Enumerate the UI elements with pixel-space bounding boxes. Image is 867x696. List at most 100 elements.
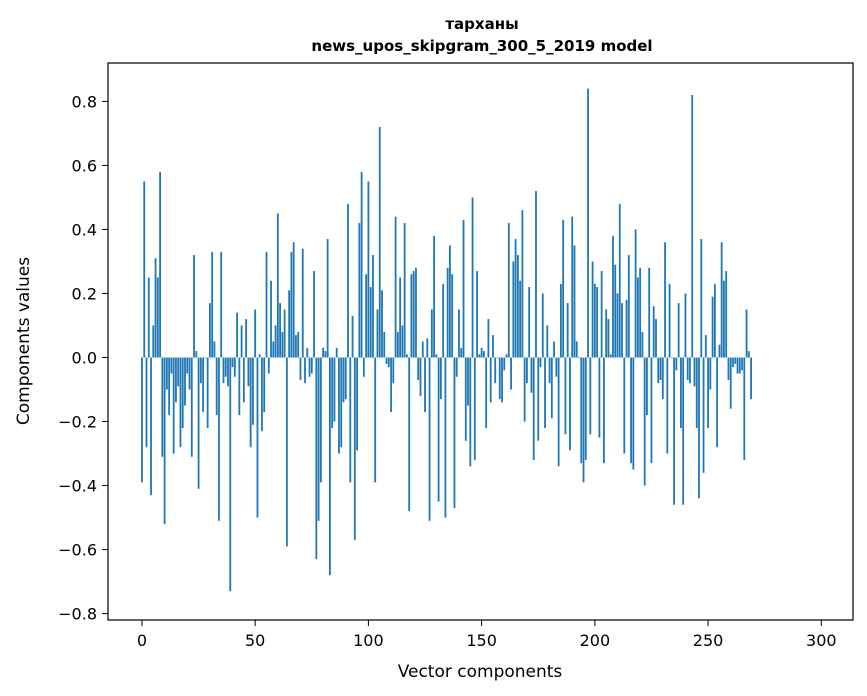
- bar-139: [455, 357, 458, 377]
- bar-199: [591, 261, 594, 358]
- bar-163: [510, 357, 512, 390]
- bar-91: [347, 203, 349, 358]
- bar-256: [720, 242, 723, 358]
- bar-235: [673, 357, 676, 505]
- bar-215: [627, 255, 630, 358]
- bar-222: [643, 357, 646, 486]
- bar-245: [695, 357, 698, 428]
- bar-241: [686, 357, 689, 380]
- bar-258: [725, 271, 728, 358]
- bar-141: [460, 347, 463, 358]
- x-tick-label: 200: [580, 631, 611, 650]
- bar-44: [240, 325, 243, 358]
- bar-228: [657, 357, 660, 384]
- y-tick-label: 0.6: [72, 156, 97, 175]
- bar-207: [609, 354, 612, 358]
- bar-64: [285, 357, 288, 547]
- bar-172: [530, 357, 533, 393]
- bar-111: [392, 357, 395, 384]
- bar-95: [356, 357, 358, 451]
- bar-246: [698, 357, 700, 499]
- bar-38: [227, 357, 229, 387]
- bar-149: [478, 354, 481, 358]
- bar-125: [424, 357, 426, 412]
- bar-223: [646, 357, 648, 416]
- bar-224: [648, 267, 651, 358]
- bar-34: [218, 357, 220, 521]
- y-tick-label: 0.2: [72, 284, 97, 303]
- bar-110: [390, 357, 392, 412]
- bar-105: [378, 127, 381, 358]
- bar-93: [351, 315, 354, 358]
- bar-148: [476, 271, 479, 358]
- bar-257: [723, 280, 725, 358]
- bar-164: [512, 261, 515, 358]
- bar-58: [272, 341, 275, 358]
- bar-210: [616, 293, 619, 358]
- bar-63: [283, 309, 286, 358]
- bar-115: [401, 325, 404, 358]
- bar-184: [557, 357, 560, 467]
- bar-17: [179, 357, 182, 448]
- bar-15: [175, 357, 177, 403]
- bar-112: [394, 216, 397, 358]
- bar-96: [358, 223, 361, 358]
- bar-203: [600, 271, 603, 358]
- y-axis-label: Components values: [14, 257, 34, 425]
- y-tick-label: 0.8: [72, 92, 97, 111]
- bar-21: [188, 357, 191, 390]
- bar-130: [435, 354, 438, 358]
- bar-157: [496, 357, 499, 359]
- bar-6: [154, 258, 157, 358]
- bar-192: [575, 341, 578, 358]
- bar-99: [365, 274, 368, 358]
- bar-214: [625, 299, 628, 358]
- bar-216: [630, 357, 632, 464]
- bar-41: [233, 357, 236, 377]
- bar-124: [421, 341, 424, 358]
- bar-189: [569, 357, 571, 451]
- bar-183: [555, 357, 558, 377]
- bar-212: [621, 303, 623, 358]
- bar-136: [449, 245, 451, 358]
- bar-225: [650, 357, 653, 464]
- bar-252: [711, 296, 714, 358]
- x-axis-ticks: 0 50 100 150 200 250 300: [137, 620, 837, 650]
- chart-title: тарханы: [445, 15, 518, 33]
- bar-13: [170, 357, 173, 374]
- bar-3: [147, 277, 150, 358]
- bar-142: [462, 219, 465, 358]
- bar-5: [152, 325, 155, 358]
- bar-217: [632, 357, 635, 470]
- bar-155: [492, 335, 494, 358]
- bar-251: [709, 357, 712, 390]
- bar-43: [238, 357, 241, 416]
- bar-107: [383, 331, 386, 358]
- x-tick-label: 250: [693, 631, 724, 650]
- bar-83: [329, 357, 331, 576]
- bar-87: [338, 357, 340, 454]
- bar-261: [732, 357, 734, 368]
- bar-67: [292, 242, 295, 358]
- bar-243: [691, 95, 694, 358]
- bar-143: [464, 357, 467, 441]
- bar-59: [274, 325, 277, 358]
- bar-170: [526, 357, 528, 384]
- bar-69: [297, 331, 300, 358]
- bar-29: [206, 357, 209, 428]
- bar-104: [376, 309, 379, 358]
- bar-48: [249, 357, 252, 448]
- bar-173: [532, 357, 535, 460]
- bar-33: [215, 357, 218, 416]
- bar-35: [220, 251, 223, 358]
- bar-73: [306, 347, 309, 358]
- bar-185: [559, 283, 562, 358]
- bar-230: [661, 357, 664, 400]
- bar-90: [344, 357, 347, 400]
- plot-area-frame: [107, 62, 854, 621]
- bar-144: [467, 357, 469, 406]
- bar-94: [353, 357, 356, 540]
- bar-239: [682, 357, 685, 505]
- bar-161: [505, 354, 508, 358]
